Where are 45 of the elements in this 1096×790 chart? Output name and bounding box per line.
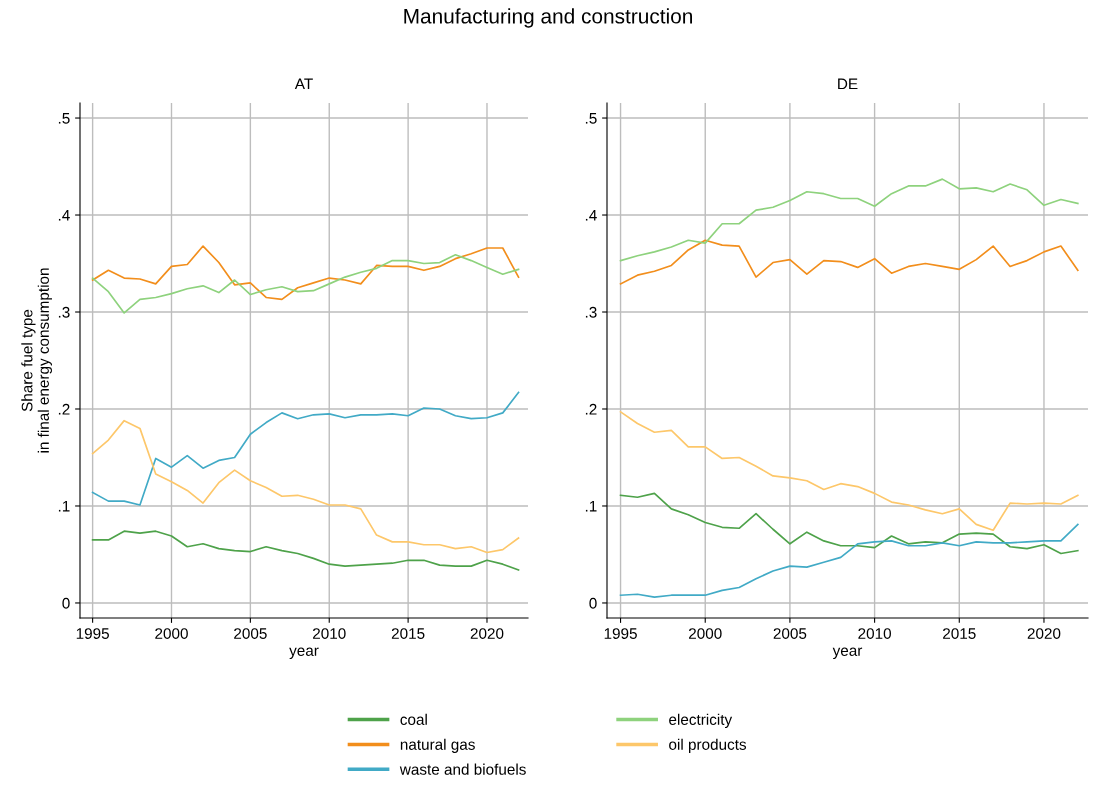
line-series xyxy=(91,253,520,314)
line-series xyxy=(91,391,520,506)
y-tick-label: .2 xyxy=(58,403,70,415)
x-tick-label: 2005 xyxy=(773,628,807,639)
y-tick-label: .5 xyxy=(58,113,70,124)
x-axis-title: year xyxy=(289,647,319,659)
line-series xyxy=(619,523,1079,598)
y-tick-label: .3 xyxy=(58,306,70,318)
y-tick-label: .4 xyxy=(585,210,597,221)
x-tick-label: 1995 xyxy=(76,628,109,639)
line-series xyxy=(619,239,1079,285)
y-tick-label: .5 xyxy=(585,113,597,124)
x-tick-label: 2000 xyxy=(689,628,722,639)
x-tick-label: 2010 xyxy=(858,628,891,639)
y-tick-label: .4 xyxy=(58,210,70,221)
y-tick-label: .2 xyxy=(585,403,597,415)
x-tick-label: 1995 xyxy=(604,628,637,639)
y-tick-label: .3 xyxy=(585,306,597,318)
y-axis-title: Share fuel type in final energy consumption xyxy=(21,268,52,453)
y-tick-label: 0 xyxy=(589,597,597,609)
x-tick-label: 2020 xyxy=(470,628,504,639)
line-series xyxy=(619,492,1079,555)
chart-subtitle: AT xyxy=(294,78,313,90)
line-series xyxy=(91,419,520,554)
line-series xyxy=(91,530,520,571)
x-tick-label: 2000 xyxy=(155,628,188,639)
legend-label: natural gas xyxy=(400,738,475,753)
y-tick-label: .1 xyxy=(58,501,70,512)
legend-label: coal xyxy=(400,713,427,725)
x-tick-label: 2010 xyxy=(313,628,346,639)
x-tick-label: 2005 xyxy=(234,628,267,639)
y-tick-label: 0 xyxy=(62,597,70,609)
x-axis-title: year xyxy=(832,647,863,659)
line-series xyxy=(91,245,520,301)
x-tick-label: 2015 xyxy=(391,628,425,639)
line-series xyxy=(619,178,1079,262)
x-tick-label: 2015 xyxy=(943,628,976,639)
legend-label: waste and biofuels xyxy=(399,763,526,775)
legend-label: electricity xyxy=(669,713,733,728)
chart-title: Manufacturing and construction xyxy=(404,8,692,28)
x-tick-label: 2020 xyxy=(1027,628,1061,639)
chart-subtitle: DE xyxy=(838,78,858,90)
y-tick-label: .1 xyxy=(585,501,597,512)
legend-label: oil products xyxy=(669,738,747,753)
line-series xyxy=(619,411,1079,532)
